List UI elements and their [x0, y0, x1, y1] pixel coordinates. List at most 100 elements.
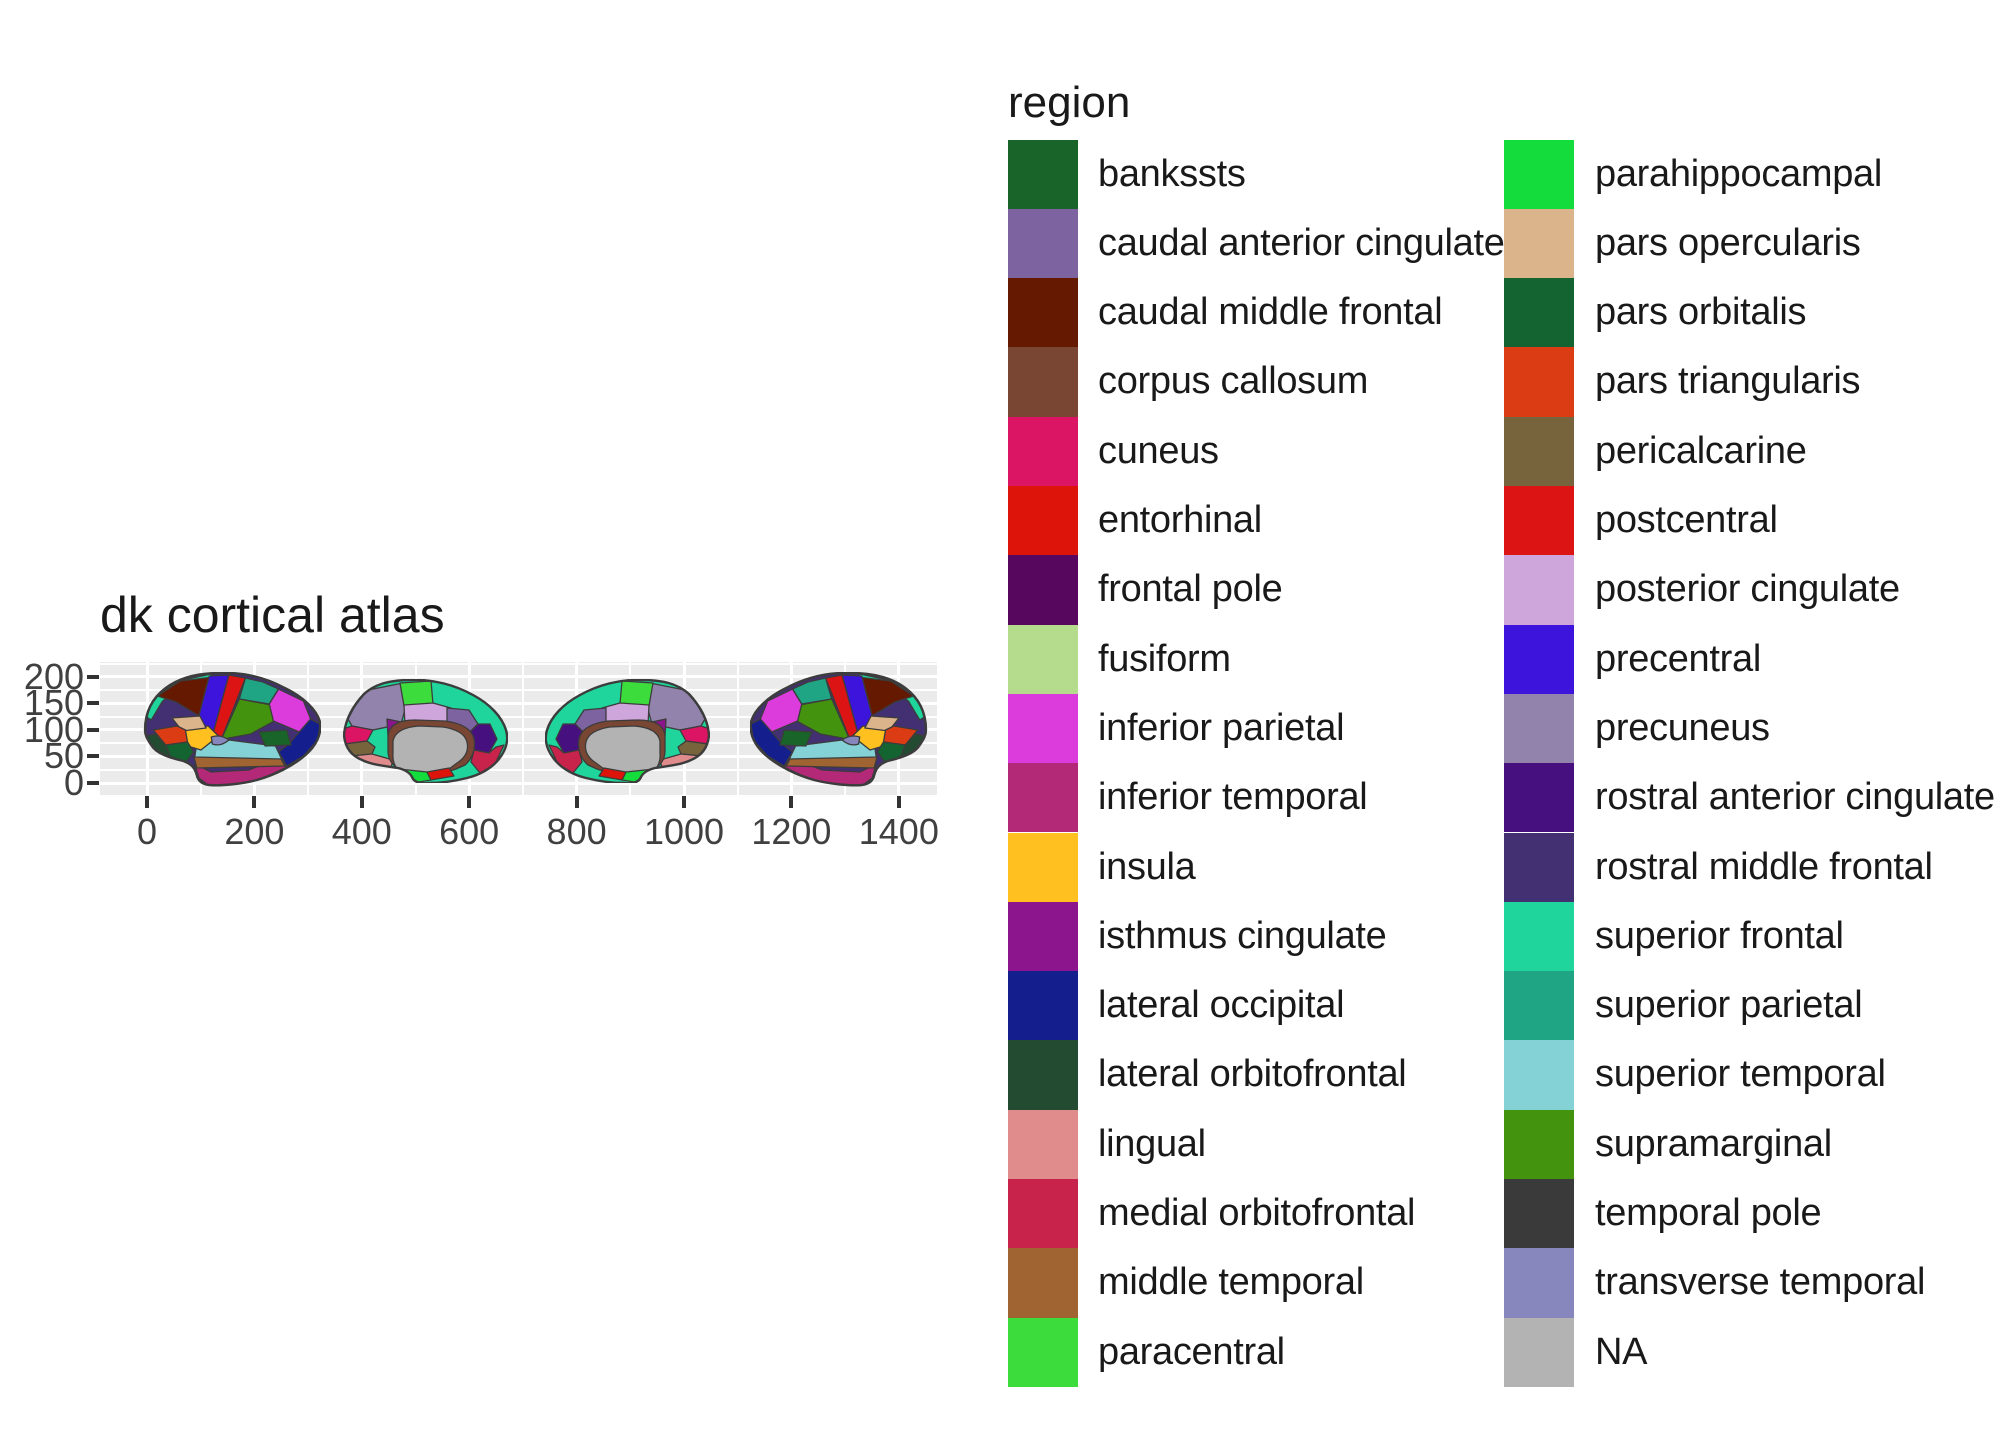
gridline-x-minor — [736, 662, 739, 795]
y-axis-tick — [87, 674, 99, 679]
region-bankssts — [258, 729, 292, 747]
legend-label-paracentral: paracentral — [1098, 1330, 1285, 1373]
legend-swatch-precuneus — [1504, 693, 1574, 764]
brain-outline — [143, 672, 321, 787]
y-axis-tick-label: 200 — [23, 655, 84, 697]
region-transverse-temporal — [841, 735, 861, 746]
legend-label-isthmus_cingulate: isthmus cingulate — [1098, 914, 1387, 957]
legend-swatch-parahippocampal — [1504, 139, 1574, 209]
legend-label-superior_frontal: superior frontal — [1595, 914, 1844, 957]
legend-swatch-entorhinal — [1008, 486, 1078, 556]
gridline-y-minor — [100, 768, 937, 771]
brain-medial-svg — [545, 679, 710, 783]
x-axis-tick-label: 400 — [331, 811, 392, 852]
x-axis-tick — [789, 796, 794, 808]
legend-swatch-temporal_pole — [1504, 1179, 1574, 1249]
legend-swatch-insula — [1008, 832, 1078, 902]
legend-label-precuneus: precuneus — [1595, 706, 1770, 749]
gridline-y-minor — [100, 715, 937, 718]
legend-swatch-fusiform — [1008, 624, 1078, 694]
legend-swatch-lateral_orbitofrontal — [1008, 1040, 1078, 1110]
legend-label-lateral_orbitofrontal: lateral orbitofrontal — [1098, 1053, 1407, 1096]
legend-swatch-pericalcarine — [1504, 416, 1574, 486]
gridline-y-major — [100, 781, 937, 785]
legend-swatch-superior_frontal — [1504, 901, 1574, 972]
x-axis-tick — [682, 796, 686, 808]
legend-swatch-superior_parietal — [1504, 971, 1574, 1041]
legend-label-middle_temporal: middle temporal — [1098, 1261, 1364, 1304]
legend-title: region — [1008, 78, 1131, 127]
legend-swatch-supramarginal — [1504, 1109, 1574, 1179]
legend-label-rostral_anterior_cingulate: rostral anterior cingulate — [1595, 776, 1995, 819]
legend-swatch-middle_temporal — [1008, 1248, 1078, 1318]
x-axis-tick-label: 0 — [136, 811, 158, 852]
x-axis-tick — [359, 796, 364, 808]
legend-label-pars_triangularis: pars triangularis — [1595, 360, 1861, 403]
gridline-y-minor — [100, 742, 937, 745]
brain-left-lateral — [143, 672, 321, 788]
brain-outline — [343, 679, 508, 783]
brain-outline — [750, 672, 928, 787]
brain-left-medial — [343, 679, 508, 783]
legend-swatch-postcentral — [1504, 486, 1574, 556]
legend-label-caudal_anterior_cingulate: caudal anterior cingulate — [1098, 221, 1505, 264]
legend-label-postcentral: postcentral — [1595, 499, 1778, 541]
brain-outline — [545, 679, 710, 783]
legend-swatch-paracentral — [1008, 1317, 1078, 1387]
legend-swatch-lateral_occipital — [1008, 971, 1078, 1041]
legend-swatch-frontal_pole — [1008, 555, 1078, 625]
legend-swatch-superior_temporal — [1504, 1040, 1574, 1110]
y-axis-tick — [87, 701, 99, 706]
legend-label-corpus_callosum: corpus callosum — [1098, 360, 1369, 403]
x-axis-tick-label: 1000 — [643, 811, 725, 852]
legend-label-inferior_temporal: inferior temporal — [1098, 776, 1368, 819]
x-axis-tick — [896, 796, 901, 808]
legend-swatch-corpus_callosum — [1008, 347, 1078, 417]
x-axis-tick-label: 800 — [546, 811, 607, 852]
region-entorhinal — [598, 767, 627, 781]
gridline-y-minor — [100, 662, 937, 665]
legend-swatch-rostral_anterior_cingulate — [1504, 763, 1574, 833]
legend-label-insula: insula — [1098, 845, 1196, 888]
gridline-y-minor — [100, 689, 937, 692]
x-axis-tick-label: 1200 — [751, 811, 832, 852]
legend-label-superior_temporal: superior temporal — [1595, 1053, 1886, 1096]
y-axis-tick-label: 100 — [23, 708, 84, 750]
x-axis-tick — [252, 796, 257, 808]
gridline-x-minor — [521, 662, 524, 795]
x-axis-tick — [467, 796, 472, 808]
region-transverse-temporal — [210, 735, 230, 746]
legend-swatch-bankssts — [1008, 139, 1078, 209]
legend-swatch-cuneus — [1008, 416, 1078, 486]
gridline-y-major — [100, 701, 937, 705]
legend-label-entorhinal: entorhinal — [1098, 499, 1262, 541]
legend-swatch-posterior_cingulate — [1504, 555, 1574, 625]
legend-swatch-caudal_anterior_cingulate — [1008, 208, 1078, 279]
legend-label-lateral_occipital: lateral occipital — [1098, 984, 1345, 1027]
legend-label-cuneus: cuneus — [1098, 429, 1219, 472]
legend-label-caudal_middle_frontal: caudal middle frontal — [1098, 291, 1443, 334]
legend-label-supramarginal: supramarginal — [1595, 1122, 1832, 1165]
legend-label-transverse_temporal: transverse temporal — [1595, 1261, 1926, 1304]
legend-label-inferior_parietal: inferior parietal — [1098, 706, 1345, 749]
legend-swatch-pars_triangularis — [1504, 347, 1574, 417]
y-axis-tick — [87, 727, 99, 732]
legend-swatch-precentral — [1504, 624, 1574, 694]
legend-label-posterior_cingulate: posterior cingulate — [1595, 568, 1900, 611]
gridline-y-major — [100, 675, 937, 679]
legend-label-pars_opercularis: pars opercularis — [1595, 221, 1861, 264]
plot-title: dk cortical atlas — [100, 587, 445, 643]
legend-label-rostral_middle_frontal: rostral middle frontal — [1595, 845, 1933, 888]
legend-label-superior_parietal: superior parietal — [1595, 984, 1863, 1027]
legend-label-frontal_pole: frontal pole — [1098, 568, 1283, 611]
legend-swatch-na — [1504, 1317, 1574, 1387]
region-entorhinal — [426, 767, 455, 781]
legend-swatch-medial_orbitofrontal — [1008, 1179, 1078, 1249]
legend-label-pars_orbitalis: pars orbitalis — [1595, 291, 1807, 334]
legend-swatch-isthmus_cingulate — [1008, 901, 1078, 972]
legend-swatch-lingual — [1008, 1109, 1078, 1179]
legend-swatch-rostral_middle_frontal — [1504, 832, 1574, 902]
x-axis-tick — [574, 796, 579, 808]
x-axis-tick — [145, 796, 149, 808]
legend-swatch-caudal_middle_frontal — [1008, 278, 1078, 348]
